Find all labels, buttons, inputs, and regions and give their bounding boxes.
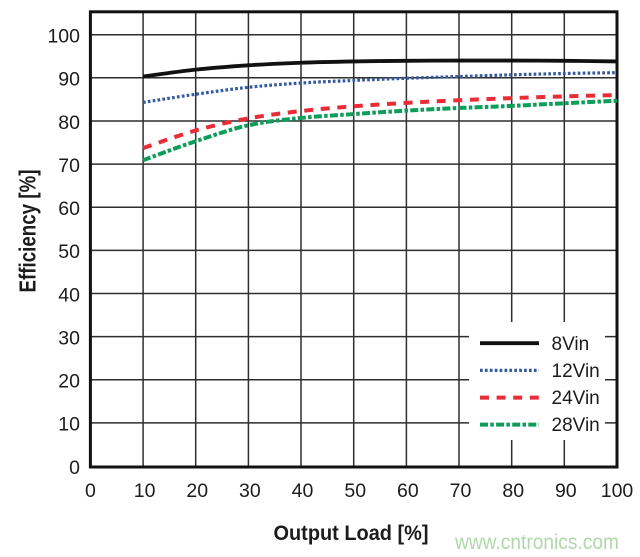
svg-text:24Vin: 24Vin: [552, 388, 600, 409]
svg-text:30: 30: [58, 327, 80, 349]
svg-text:100: 100: [601, 480, 634, 502]
svg-text:50: 50: [344, 480, 366, 502]
svg-text:70: 70: [450, 480, 472, 502]
svg-text:Output Load [%]: Output Load [%]: [274, 522, 429, 545]
svg-text:30: 30: [239, 480, 261, 502]
svg-text:www.cntronics.com: www.cntronics.com: [454, 531, 619, 554]
svg-text:80: 80: [58, 112, 80, 134]
svg-text:90: 90: [555, 480, 577, 502]
svg-text:0: 0: [85, 480, 96, 502]
svg-text:90: 90: [58, 69, 80, 91]
svg-text:28Vin: 28Vin: [552, 415, 600, 436]
svg-text:70: 70: [58, 155, 80, 177]
svg-text:10: 10: [58, 414, 80, 436]
svg-text:80: 80: [502, 480, 524, 502]
svg-text:20: 20: [186, 480, 208, 502]
svg-text:Efficiency [%]: Efficiency [%]: [15, 170, 41, 293]
svg-text:20: 20: [58, 371, 80, 393]
svg-text:60: 60: [397, 480, 419, 502]
svg-text:40: 40: [58, 284, 80, 306]
svg-text:40: 40: [292, 480, 314, 502]
svg-text:0: 0: [69, 457, 80, 479]
svg-text:10: 10: [134, 480, 156, 502]
svg-text:50: 50: [58, 241, 80, 263]
svg-text:60: 60: [58, 198, 80, 220]
svg-text:8Vin: 8Vin: [552, 334, 590, 355]
svg-text:100: 100: [47, 26, 80, 48]
svg-text:12Vin: 12Vin: [552, 361, 600, 382]
